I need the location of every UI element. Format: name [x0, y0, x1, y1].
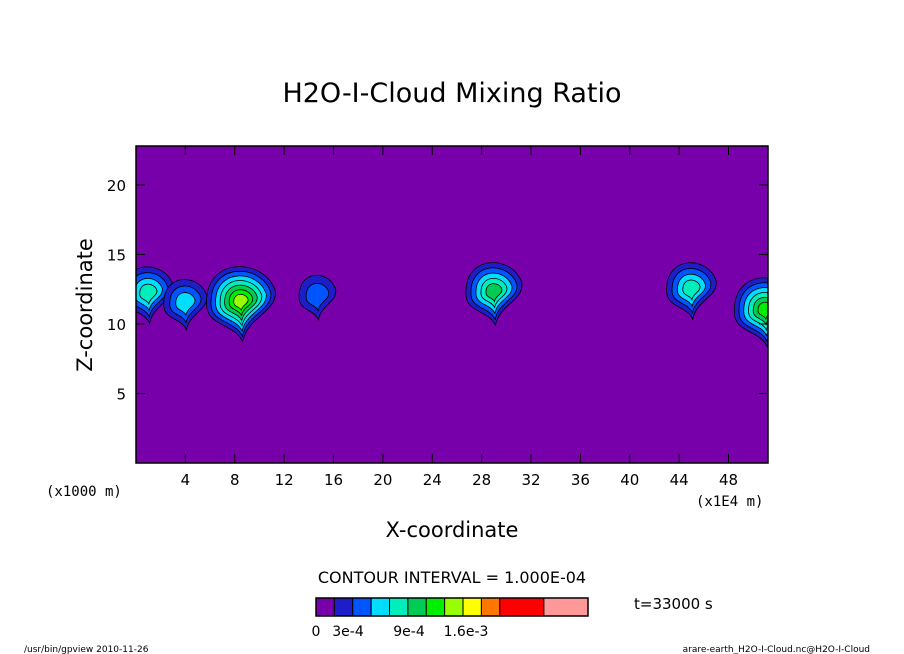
y-tick-label: 10	[107, 316, 126, 334]
x-tick-label: 32	[521, 471, 540, 489]
colorbar-swatch	[389, 597, 409, 617]
y-tick-label: 15	[107, 246, 126, 264]
colorbar-swatch	[543, 597, 589, 617]
colorbar-frame	[315, 597, 589, 617]
x-units-note-right: (x1E4 m)	[696, 494, 763, 510]
x-tick-label: 44	[670, 471, 689, 489]
time-label: t=33000 s	[634, 595, 713, 613]
footer-right: arare-earth_H2O-I-Cloud.nc@H2O-I-Cloud	[683, 645, 870, 654]
x-tick-label: 24	[423, 471, 442, 489]
x-axis-label: X-coordinate	[386, 518, 519, 542]
cloud-contour-0-level-4	[139, 283, 158, 306]
x-tick-label: 40	[620, 471, 639, 489]
colorbar-swatch	[352, 597, 372, 617]
colorbar-swatch	[480, 597, 501, 617]
colorbar-swatch	[333, 597, 354, 617]
x-tick-label: 16	[324, 471, 343, 489]
colorbar-labels: 0 3e-4 9e-4 1.6e-3	[312, 624, 489, 640]
cloud-contour-2-level-7	[233, 293, 249, 312]
colorbar-swatch	[444, 597, 464, 617]
colorbar-label: 9e-4	[393, 624, 425, 640]
colorbar-label: 0	[312, 624, 321, 640]
colorbar-swatch	[425, 597, 446, 617]
cloud-contour-4-level-5	[485, 283, 503, 303]
y-tick-label: 5	[116, 385, 126, 403]
colorbar-swatch	[499, 597, 545, 617]
contour-interval-label: CONTOUR INTERVAL = 1.000E-04	[318, 568, 586, 587]
colorbar-label: 3e-4	[332, 624, 364, 640]
cloud-contour-1-level-3	[175, 292, 196, 317]
y-tick-label: 20	[107, 177, 126, 195]
colorbar-label: 1.6e-3	[444, 624, 489, 640]
x-tick-label: 8	[230, 471, 240, 489]
x-tick-label: 20	[373, 471, 392, 489]
colorbar-swatch	[370, 597, 391, 617]
colorbar-swatch	[315, 597, 335, 617]
chart-title: H2O-I-Cloud Mixing Ratio	[282, 78, 621, 109]
x-tick-label: 4	[181, 471, 191, 489]
x-tick-label: 28	[472, 471, 491, 489]
x-tick-label: 48	[719, 471, 738, 489]
plot-frame	[135, 145, 769, 464]
colorbar	[315, 597, 589, 617]
cloud-contour-5-level-4	[682, 279, 701, 301]
colorbar-swatch	[407, 597, 427, 617]
x-tick-label: 12	[275, 471, 294, 489]
footer-left: /usr/bin/gpview 2010-11-26	[24, 645, 149, 654]
cloud-contour-3-level-2	[305, 282, 330, 313]
colorbar-swatch	[462, 597, 482, 617]
cloud-contour-6-level-6	[757, 301, 768, 321]
y-axis-label: Z-coordinate	[73, 238, 97, 372]
x-units-note-left: (x1000 m)	[46, 484, 122, 500]
x-tick-label: 36	[571, 471, 590, 489]
